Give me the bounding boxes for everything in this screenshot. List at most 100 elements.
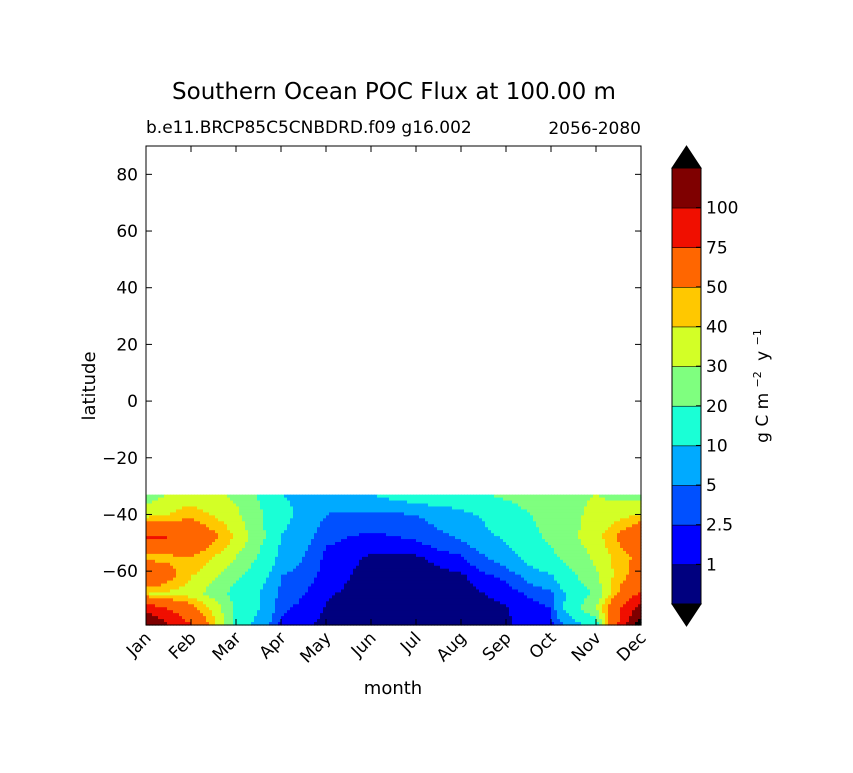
contour-cell xyxy=(470,565,474,570)
contour-cell xyxy=(476,562,480,567)
contour-cell xyxy=(437,521,441,525)
contour-cell xyxy=(320,607,324,611)
contour-cell xyxy=(338,524,342,528)
contour-cell xyxy=(293,533,297,537)
contour-cell xyxy=(272,595,276,599)
contour-cell xyxy=(173,592,177,596)
contour-cell xyxy=(230,553,234,558)
contour-cell xyxy=(395,568,399,573)
contour-cell xyxy=(224,619,228,623)
contour-cell xyxy=(179,503,183,508)
contour-cell xyxy=(278,539,282,543)
contour-cell xyxy=(428,509,432,513)
contour-cell xyxy=(302,607,306,611)
contour-cell xyxy=(170,583,174,588)
contour-cell xyxy=(215,568,219,573)
contour-cell xyxy=(341,536,345,540)
contour-cell xyxy=(464,524,468,528)
contour-cell xyxy=(182,562,186,567)
contour-cell xyxy=(173,494,177,499)
contour-cell xyxy=(395,598,399,602)
contour-cell xyxy=(350,565,354,570)
contour-cell xyxy=(251,574,255,579)
contour-cell xyxy=(293,562,297,567)
contour-cell xyxy=(323,509,327,513)
contour-cell xyxy=(365,586,369,591)
contour-cell xyxy=(371,550,375,555)
contour-cell xyxy=(305,544,309,549)
contour-cell xyxy=(323,580,327,585)
contour-cell xyxy=(167,616,171,620)
contour-cell xyxy=(326,607,330,611)
contour-cell xyxy=(314,518,318,522)
contour-cell xyxy=(338,527,342,531)
contour-cell xyxy=(230,527,234,531)
contour-cell xyxy=(236,500,240,505)
contour-cell xyxy=(182,607,186,611)
contour-cell xyxy=(305,622,309,626)
contour-cell xyxy=(257,494,261,499)
contour-cell xyxy=(416,539,420,543)
contour-cell xyxy=(257,562,261,567)
contour-cell xyxy=(197,527,201,531)
contour-cell xyxy=(155,518,159,522)
contour-cell xyxy=(236,533,240,537)
contour-cell xyxy=(215,542,219,546)
contour-cell xyxy=(164,500,168,505)
contour-cell xyxy=(458,571,462,576)
contour-cell xyxy=(332,616,336,620)
contour-cell xyxy=(434,530,438,534)
contour-cell xyxy=(413,547,417,552)
contour-cell xyxy=(233,539,237,543)
contour-cell xyxy=(257,619,261,623)
contour-cell xyxy=(221,536,225,540)
contour-cell xyxy=(365,521,369,525)
contour-cell xyxy=(173,607,177,611)
contour-cell xyxy=(419,616,423,620)
contour-cell xyxy=(248,530,252,534)
contour-cell xyxy=(374,556,378,561)
contour-cell xyxy=(284,509,288,513)
contour-cell xyxy=(320,610,324,614)
contour-cell xyxy=(236,512,240,516)
contour-cell xyxy=(335,547,339,552)
contour-cell xyxy=(302,544,306,549)
contour-cell xyxy=(362,506,366,511)
contour-cell xyxy=(200,595,204,599)
contour-cell xyxy=(194,622,198,626)
contour-cell xyxy=(257,595,261,599)
contour-cell xyxy=(320,494,324,499)
contour-cell xyxy=(173,598,177,602)
contour-cell xyxy=(413,601,417,605)
contour-cell xyxy=(221,524,225,528)
contour-cell xyxy=(257,568,261,573)
contour-cell xyxy=(437,544,441,549)
contour-cell xyxy=(371,565,375,570)
contour-cell xyxy=(317,553,321,558)
contour-cell xyxy=(449,553,453,558)
contour-cell xyxy=(419,553,423,558)
contour-cell xyxy=(218,595,222,599)
contour-cell xyxy=(176,604,180,608)
contour-cell xyxy=(233,494,237,499)
contour-cell xyxy=(473,598,477,602)
contour-cell xyxy=(389,533,393,537)
contour-cell xyxy=(335,604,339,608)
contour-cell xyxy=(167,607,171,611)
contour-cell xyxy=(287,539,291,543)
contour-cell xyxy=(371,497,375,502)
contour-cell xyxy=(482,568,486,573)
contour-cell xyxy=(461,512,465,516)
contour-cell xyxy=(386,619,390,623)
contour-cell xyxy=(269,521,273,525)
contour-cell xyxy=(209,619,213,623)
contour-cell xyxy=(317,503,321,508)
contour-cell xyxy=(425,616,429,620)
contour-cell xyxy=(476,559,480,564)
contour-cell xyxy=(251,512,255,516)
contour-cell xyxy=(410,622,414,626)
contour-cell xyxy=(461,544,465,549)
contour-cell xyxy=(179,539,183,543)
contour-cell xyxy=(371,589,375,593)
contour-cell xyxy=(335,506,339,511)
